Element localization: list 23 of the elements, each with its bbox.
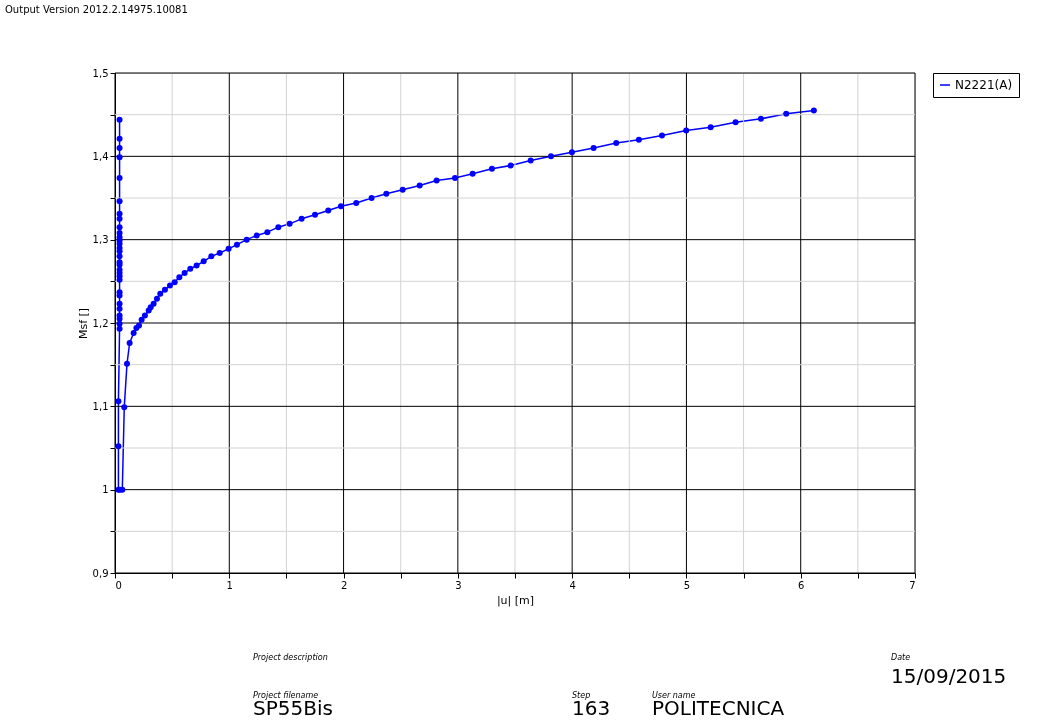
text: Date (891, 653, 911, 662)
x-axis-title: |u| [m] (496, 593, 535, 607)
text: Output Version 2012.2.14975.10081 (5, 4, 188, 15)
x-tick-label: 4 (569, 579, 576, 591)
y-tick-label: 1,4 (92, 150, 109, 162)
y-tick-label: 1,3 (92, 234, 109, 246)
y-tick-label: 1 (102, 484, 109, 496)
y-tick-label: 0,9 (92, 567, 109, 579)
text: User name (652, 691, 696, 700)
x-tick-label: 6 (798, 579, 805, 591)
x-tick-label: 3 (455, 579, 462, 591)
y-tick-label: 1,2 (92, 317, 109, 329)
x-tick-label: 5 (683, 579, 691, 591)
x-tick-label: 0 (115, 579, 122, 591)
text: 15/09/2015 (891, 664, 1007, 688)
x-tick-label: 7 (909, 579, 916, 591)
x-tick-label: 2 (340, 579, 348, 591)
y-tick-label: 1,5 (92, 67, 109, 79)
y-tick-label: 1,1 (92, 400, 109, 412)
legend-label: N2221(A) (955, 78, 1013, 92)
text: Project description (253, 653, 328, 662)
x-tick-label: 1 (226, 579, 233, 591)
y-axis-title: Msf [] (76, 307, 90, 340)
